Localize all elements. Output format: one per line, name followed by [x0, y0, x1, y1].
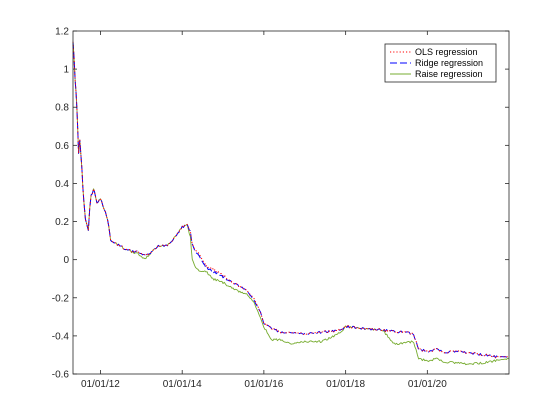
y-tick-label: 0.6: [55, 141, 69, 152]
series-line-raise-regression: [72, 41, 510, 366]
legend-label: OLS regression: [415, 47, 478, 57]
y-tick-label: 0.8: [55, 103, 69, 114]
y-tick-label: -0.6: [52, 370, 70, 381]
series-layer: [72, 41, 510, 366]
y-tick-label: 0: [63, 255, 69, 266]
y-tick-label: 1: [63, 65, 69, 76]
y-tick-label: 0.4: [55, 179, 69, 190]
axes-box: [72, 30, 510, 375]
x-tick-label: 01/01/16: [244, 379, 283, 390]
series-line-ridge-regression: [72, 41, 510, 359]
y-tick-label: 1.2: [55, 27, 69, 38]
y-tick-label: -0.2: [52, 293, 70, 304]
y-tick-label: 0.2: [55, 217, 69, 228]
series-line-ols-regression: [72, 41, 510, 359]
y-tick-label: -0.4: [52, 331, 70, 342]
legend-label: Ridge regression: [415, 58, 483, 68]
legend-label: Raise regression: [415, 69, 483, 79]
x-tick-label: 01/01/20: [408, 379, 447, 390]
x-tick-label: 01/01/14: [163, 379, 202, 390]
x-tick-label: 01/01/12: [81, 379, 120, 390]
plot-area: [73, 31, 509, 374]
x-tick-label: 01/01/18: [326, 379, 365, 390]
axes-layer: -0.6 -0.4 -0.2 0 0.2 0.4 0.6 0.8 1 1.2 01/01/12 01/…: [52, 27, 510, 390]
